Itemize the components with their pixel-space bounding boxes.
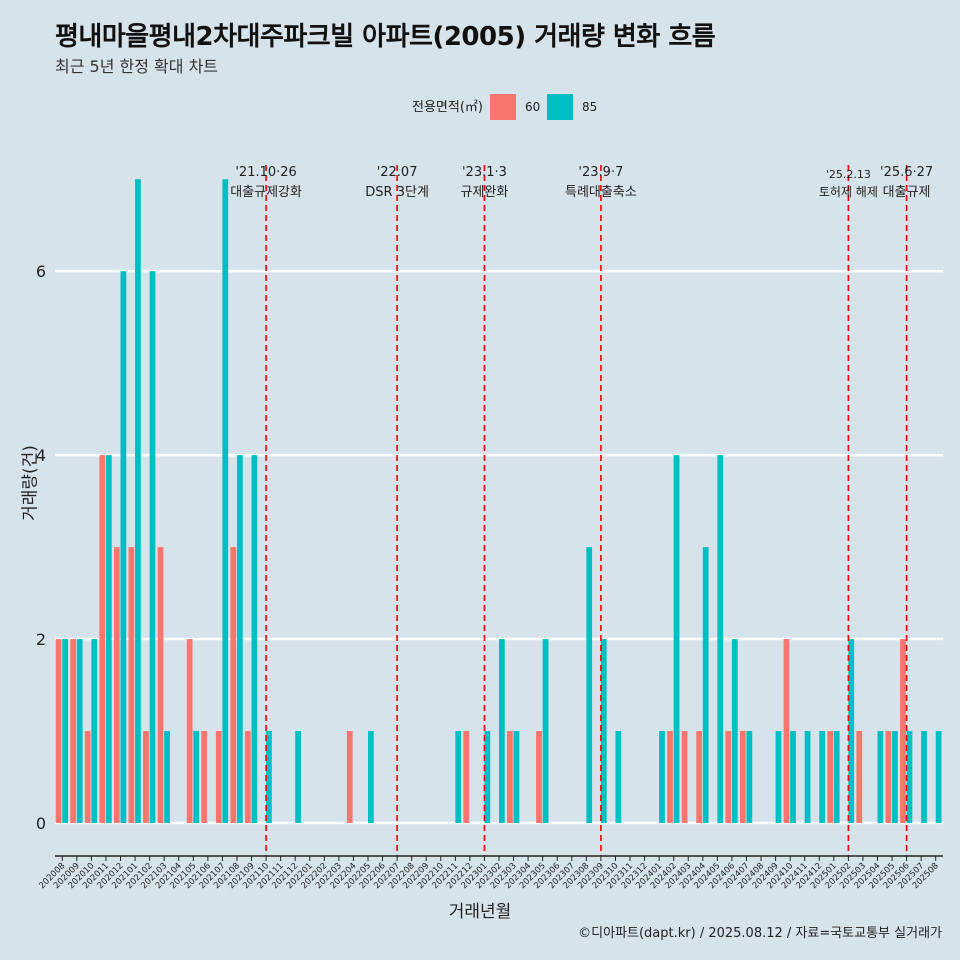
bar-60-202303 bbox=[507, 731, 513, 823]
source-caption: ©디아파트(dapt.kr) / 2025.08.12 / 자료=국토교통부 실… bbox=[578, 926, 942, 941]
bar-60-202102 bbox=[143, 731, 149, 823]
bar-85-202501 bbox=[833, 731, 840, 823]
bar-85-202407 bbox=[746, 731, 753, 823]
bar-60-202107 bbox=[215, 731, 222, 823]
event-text-label: 대출규제강화 bbox=[230, 185, 302, 200]
event-date-label: '22.07 bbox=[377, 165, 418, 180]
bar-85-202411 bbox=[804, 731, 811, 823]
x-axis-label: 거래년월 bbox=[448, 902, 512, 922]
bar-85-202507 bbox=[921, 731, 927, 823]
bar-60-202406 bbox=[725, 731, 732, 823]
y-tick-label: 2 bbox=[36, 630, 46, 649]
bar-85-202410 bbox=[790, 731, 796, 823]
bar-85-202012 bbox=[120, 271, 127, 823]
bar-85-202011 bbox=[105, 455, 112, 823]
bar-60-202204 bbox=[346, 731, 353, 823]
bar-85-202107 bbox=[222, 179, 229, 823]
event-date-label: '21.10·26 bbox=[235, 165, 296, 180]
bar-85-202308 bbox=[586, 547, 593, 823]
bar-85-202010 bbox=[91, 639, 98, 823]
bar-60-202506 bbox=[900, 639, 906, 823]
bar-60-202011 bbox=[99, 455, 106, 823]
bar-85-202103 bbox=[164, 731, 170, 823]
event-date-label: '23.9·7 bbox=[578, 165, 623, 180]
bar-60-202103 bbox=[157, 547, 164, 823]
legend-label-85: 85 bbox=[582, 100, 597, 114]
bar-60-202212 bbox=[463, 731, 470, 823]
bar-60-202407 bbox=[739, 731, 746, 823]
bar-85-202409 bbox=[775, 731, 782, 823]
legend-swatch-60 bbox=[490, 94, 516, 120]
y-axis-label: 거래량(건) bbox=[20, 445, 41, 521]
bar-60-202012 bbox=[113, 547, 120, 823]
bar-60-202501 bbox=[827, 731, 834, 823]
bar-85-202508 bbox=[935, 731, 942, 823]
bar-60-202503 bbox=[856, 731, 863, 823]
bar-60-202105 bbox=[186, 639, 193, 823]
bar-85-202110 bbox=[266, 731, 272, 823]
event-text-label: DSR 3단계 bbox=[365, 185, 429, 200]
bar-85-202102 bbox=[149, 271, 156, 823]
chart-subtitle: 최근 5년 한정 확대 차트 bbox=[55, 57, 219, 76]
bar-85-202108 bbox=[236, 455, 243, 823]
bar-60-202402 bbox=[667, 731, 673, 823]
bar-60-202305 bbox=[536, 731, 542, 823]
bar-85-202506 bbox=[906, 731, 913, 823]
bar-85-202101 bbox=[135, 179, 141, 823]
legend: 전용면적(㎡) 60 85 bbox=[412, 94, 597, 120]
bar-85-202309 bbox=[600, 639, 607, 823]
bar-85-202404 bbox=[702, 547, 709, 823]
bar-85-202406 bbox=[731, 639, 738, 823]
legend-title: 전용면적(㎡) bbox=[412, 100, 483, 115]
bar-60-202106 bbox=[201, 731, 208, 823]
event-date-label: '25.2.13 bbox=[826, 168, 871, 181]
bar-85-202105 bbox=[193, 731, 200, 823]
bar-85-202008 bbox=[62, 639, 69, 823]
bar-85-202109 bbox=[251, 455, 258, 823]
bar-60-202009 bbox=[70, 639, 77, 823]
event-date-label: '23.1·3 bbox=[462, 165, 507, 180]
bar-60-202010 bbox=[84, 731, 91, 823]
bar-85-202302 bbox=[499, 639, 505, 823]
bar-85-202405 bbox=[717, 455, 724, 823]
bar-85-202505 bbox=[892, 731, 898, 823]
bar-85-202412 bbox=[819, 731, 826, 823]
bar-60-202404 bbox=[696, 731, 703, 823]
event-text-label: 특례대출축소 bbox=[565, 185, 637, 200]
event-text-label: 토허제 해제 bbox=[819, 185, 878, 199]
bar-85-202402 bbox=[673, 455, 680, 823]
event-text-label: 대출규제 bbox=[883, 185, 931, 200]
bar-60-202505 bbox=[885, 731, 892, 823]
bar-60-202101 bbox=[128, 547, 135, 823]
bar-85-202305 bbox=[542, 639, 549, 823]
bar-85-202301 bbox=[484, 731, 491, 823]
y-tick-label: 6 bbox=[36, 262, 46, 281]
bar-60-202109 bbox=[244, 731, 251, 823]
y-tick-label: 4 bbox=[36, 446, 46, 465]
bar-85-202009 bbox=[76, 639, 83, 823]
bar-85-202401 bbox=[659, 731, 665, 823]
bar-85-202211 bbox=[455, 731, 462, 823]
legend-swatch-85 bbox=[547, 94, 573, 120]
bar-85-202502 bbox=[848, 639, 855, 823]
bar-60-202410 bbox=[783, 639, 790, 823]
y-tick-label: 0 bbox=[36, 814, 46, 833]
bar-60-202108 bbox=[230, 547, 237, 823]
bar-60-202403 bbox=[681, 731, 688, 823]
bar-85-202205 bbox=[367, 731, 374, 823]
chart-title: 평내마을평내2차대주파크빌 아파트(2005) 거래량 변화 흐름 bbox=[55, 22, 716, 52]
bar-85-202303 bbox=[513, 731, 520, 823]
bar-85-202504 bbox=[877, 731, 884, 823]
bar-85-202310 bbox=[615, 731, 622, 823]
bar-85-202112 bbox=[295, 731, 301, 823]
event-date-label: '25.6·27 bbox=[880, 165, 933, 180]
event-text-label: 규제완화 bbox=[461, 185, 509, 200]
bar-chart: 0 2 4 6 '21.10·26 대출규제강화 '22.07 DSR 3단계 '23.1·3 규… bbox=[36, 165, 943, 891]
bar-60-202008 bbox=[55, 639, 62, 823]
legend-label-60: 60 bbox=[525, 100, 540, 114]
